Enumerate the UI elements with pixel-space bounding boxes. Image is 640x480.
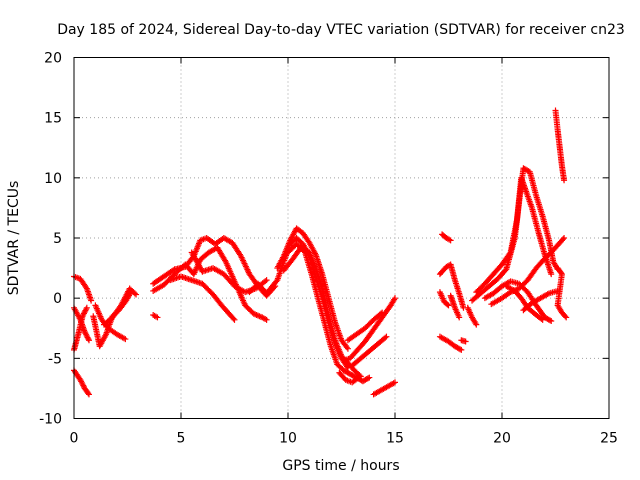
data-point xyxy=(392,379,398,386)
data-point xyxy=(83,304,90,311)
data-point xyxy=(562,313,569,320)
y-tick-label: 10 xyxy=(44,171,62,187)
data-point xyxy=(561,177,568,184)
y-tick-label: 0 xyxy=(53,291,62,307)
x-tick-label: 0 xyxy=(70,431,79,447)
data-point xyxy=(444,301,451,308)
y-tick-label: 5 xyxy=(53,231,62,247)
data-point xyxy=(506,250,513,257)
series-track-20 xyxy=(349,333,390,369)
y-axis-label: SDTVAR / TECUs xyxy=(6,181,22,296)
data-point xyxy=(383,333,390,340)
x-tick-label: 15 xyxy=(386,431,404,447)
data-point xyxy=(539,316,546,323)
series-track-3 xyxy=(71,304,90,353)
data-point xyxy=(379,309,386,316)
series-track-26 xyxy=(447,292,463,321)
data-point xyxy=(458,346,465,353)
data-point xyxy=(355,374,362,381)
data-point xyxy=(365,375,372,382)
data-point xyxy=(392,295,398,302)
series-track-11 xyxy=(167,273,238,323)
series-track-24 xyxy=(436,261,467,311)
data-point xyxy=(263,277,270,284)
data-point xyxy=(546,317,553,324)
data-point xyxy=(154,314,161,321)
x-tick-label: 10 xyxy=(279,431,297,447)
data-point xyxy=(133,291,140,298)
data-point xyxy=(262,278,269,285)
data-point xyxy=(538,315,545,322)
data-point xyxy=(263,316,270,323)
data-point xyxy=(445,302,452,309)
data-point xyxy=(344,345,351,352)
data-point xyxy=(561,235,568,241)
data-point xyxy=(88,297,95,304)
data-point xyxy=(563,314,570,321)
data-point xyxy=(447,237,454,244)
series-track-14 xyxy=(274,225,351,352)
series-track-36 xyxy=(552,107,568,184)
y-tick-label: -5 xyxy=(48,351,62,367)
x-tick-label: 20 xyxy=(493,431,511,447)
data-point xyxy=(230,315,237,322)
series-track-35 xyxy=(554,265,570,321)
x-tick-label: 5 xyxy=(177,431,186,447)
series-track-16 xyxy=(285,241,373,385)
series-track-18 xyxy=(340,295,398,364)
data-point xyxy=(462,338,469,345)
data-point xyxy=(122,336,129,343)
mark-layer xyxy=(71,107,570,398)
data-point xyxy=(559,236,566,243)
series-track-22 xyxy=(436,333,465,353)
data-point xyxy=(131,290,138,297)
y-tick-label: 20 xyxy=(44,51,62,67)
series-track-25 xyxy=(436,289,452,309)
data-point xyxy=(548,318,555,325)
series-track-8 xyxy=(150,312,161,321)
series-track-21 xyxy=(370,379,398,398)
series-track-13 xyxy=(246,235,351,371)
data-point xyxy=(473,321,480,328)
series-track-23 xyxy=(439,231,454,244)
data-point xyxy=(382,334,389,341)
series-track-30 xyxy=(473,174,555,296)
series-track-27 xyxy=(458,337,469,345)
tick-layer: 0 5 10 15 20 25 -10 -5 0 5 10 15 20 xyxy=(39,51,618,447)
data-point xyxy=(170,267,177,274)
y-tick-label: 15 xyxy=(44,111,62,127)
series-track-28 xyxy=(464,304,480,328)
data-point xyxy=(85,390,92,397)
x-axis-label: GPS time / hours xyxy=(282,458,399,474)
series-track-17 xyxy=(336,369,362,386)
data-point xyxy=(85,337,92,344)
data-point xyxy=(377,310,384,317)
data-point xyxy=(85,391,92,398)
y-tick-label: -10 xyxy=(39,412,62,428)
series-track-7 xyxy=(100,285,140,328)
x-tick-label: 25 xyxy=(600,431,618,447)
grid-layer xyxy=(74,57,609,419)
data-point xyxy=(354,375,361,382)
data-point xyxy=(231,316,238,323)
data-point xyxy=(457,346,464,353)
series-track-10 xyxy=(150,244,270,323)
data-point xyxy=(456,314,463,321)
data-point xyxy=(366,374,373,381)
data-point xyxy=(548,271,555,278)
chart-title: Day 185 of 2024, Sidereal Day-to-day VTE… xyxy=(57,22,625,38)
series-track-19 xyxy=(344,309,386,344)
